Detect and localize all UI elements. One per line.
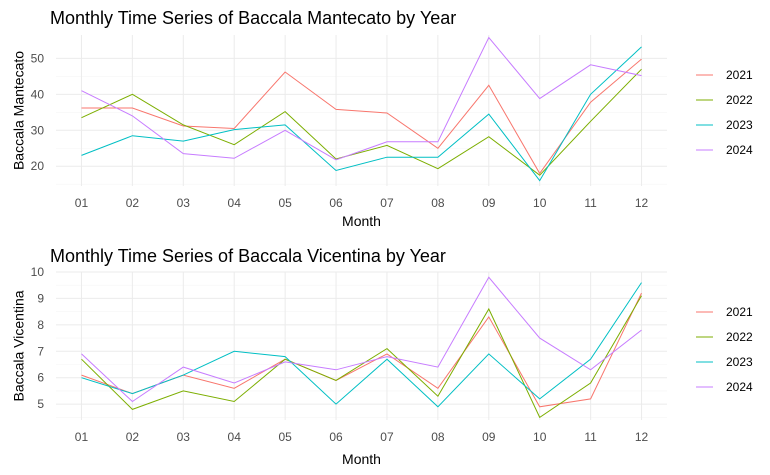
series-line-2023 (81, 282, 642, 408)
x-tick-label: 08 (431, 430, 445, 444)
x-tick-label: 11 (584, 196, 597, 210)
x-tick-label: 02 (126, 196, 140, 210)
x-tick-label: 01 (75, 196, 89, 210)
legend-label: 2024 (726, 143, 753, 157)
series-line-2024 (81, 36, 642, 161)
legend-label: 2023 (726, 355, 753, 369)
x-tick-label: 07 (380, 430, 394, 444)
x-tick-label: 09 (482, 196, 496, 210)
y-tick-label: 7 (37, 344, 44, 358)
legend-label: 2023 (726, 118, 753, 132)
x-tick-label: 05 (278, 196, 292, 210)
y-tick-label: 9 (37, 291, 44, 305)
x-tick-label: 03 (177, 430, 191, 444)
x-tick-label: 06 (329, 430, 343, 444)
x-tick-label: 09 (482, 430, 496, 444)
y-tick-label: 30 (31, 123, 45, 137)
legend-label: 2021 (726, 305, 753, 319)
y-axis-label: Baccala Vicentina (11, 290, 27, 401)
chart-title: Monthly Time Series of Baccala Mantecato… (50, 8, 456, 28)
series-line-2021 (81, 292, 642, 408)
x-tick-label: 04 (228, 430, 242, 444)
x-tick-label: 01 (75, 430, 89, 444)
legend-label: 2022 (726, 93, 753, 107)
x-tick-label: 10 (533, 196, 547, 210)
legend-label: 2022 (726, 330, 753, 344)
chart-title: Monthly Time Series of Baccala Vicentina… (50, 246, 446, 266)
series-line-2022 (81, 295, 642, 419)
x-axis-label: Month (342, 213, 381, 229)
legend: 2021 2022 2023 2024 (696, 305, 753, 394)
series-line-2022 (81, 68, 642, 176)
x-tick-label: 06 (329, 196, 343, 210)
x-tick-label: 10 (533, 430, 547, 444)
series-line-2021 (81, 58, 642, 175)
chart-panel-2: Monthly Time Series of Baccala Vicentina… (11, 246, 753, 467)
x-tick-label: 04 (228, 196, 242, 210)
y-axis-label: Baccala Mantecato (11, 51, 27, 170)
y-tick-label: 10 (31, 265, 45, 279)
x-tick-label: 02 (126, 430, 140, 444)
y-tick-label: 5 (37, 397, 44, 411)
series-line-2023 (81, 46, 642, 182)
y-tick-label: 8 (37, 318, 44, 332)
legend: 2021 2022 2023 2024 (696, 68, 753, 157)
y-tick-label: 40 (31, 87, 45, 101)
chart-panel-1: Monthly Time Series of Baccala Mantecato… (11, 8, 753, 229)
legend-label: 2021 (726, 68, 753, 82)
x-tick-label: 05 (278, 430, 292, 444)
y-tick-label: 50 (31, 51, 45, 65)
x-tick-label: 03 (177, 196, 191, 210)
x-tick-label: 11 (584, 430, 597, 444)
y-tick-label: 20 (31, 159, 45, 173)
x-tick-label: 12 (635, 430, 649, 444)
x-tick-label: 08 (431, 196, 445, 210)
x-axis-label: Month (342, 451, 381, 467)
y-tick-label: 6 (37, 371, 44, 385)
x-tick-label: 12 (635, 196, 649, 210)
series-line-2024 (81, 276, 642, 403)
legend-label: 2024 (726, 380, 753, 394)
x-tick-label: 07 (380, 196, 394, 210)
